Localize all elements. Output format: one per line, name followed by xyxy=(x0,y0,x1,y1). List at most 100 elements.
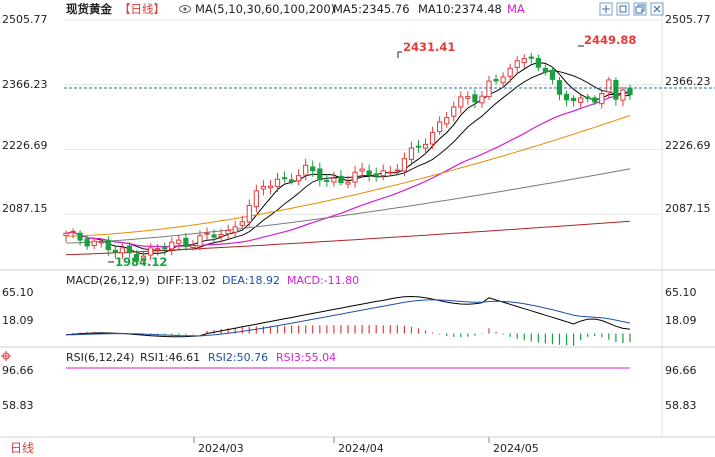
candle-body xyxy=(352,171,358,183)
candle-body xyxy=(190,244,196,248)
rsi-tick-left: 58.83 xyxy=(2,399,34,412)
candle-body xyxy=(197,235,203,247)
eye-icon[interactable] xyxy=(179,5,191,13)
candle-body xyxy=(183,237,189,247)
candle-body xyxy=(204,232,210,235)
candle-body xyxy=(133,253,140,262)
candle-body xyxy=(310,166,316,172)
candle-body xyxy=(218,234,224,237)
candle-body xyxy=(345,181,351,185)
candle-body xyxy=(296,175,302,182)
high-annotation: 2449.88 xyxy=(584,33,636,47)
candle-body xyxy=(126,245,133,254)
candle-body xyxy=(147,247,154,256)
candle-body xyxy=(232,226,238,233)
candle-body xyxy=(556,80,563,95)
candle-body xyxy=(169,241,175,250)
candles xyxy=(63,52,633,266)
macd-tick-left: 65.10 xyxy=(2,286,34,299)
date-label: 2024/03 xyxy=(198,442,244,455)
candle-body xyxy=(606,79,612,93)
price-tick-left: 2366.23 xyxy=(2,78,48,91)
price-tick-left: 2505.77 xyxy=(2,13,48,26)
candle-body xyxy=(267,185,274,189)
candle-body xyxy=(627,87,633,96)
rsi-tick-left: 96.66 xyxy=(2,364,34,377)
candle-body xyxy=(408,147,415,160)
candle-body xyxy=(70,230,76,233)
candle-body xyxy=(373,173,379,177)
candle-body xyxy=(585,96,591,100)
macd-tick-left: 18.09 xyxy=(2,314,34,327)
candle-body xyxy=(486,80,492,98)
price-tick-right: 2087.15 xyxy=(665,202,711,215)
candle-body xyxy=(260,186,267,190)
current-price-tick: 2366.23 xyxy=(665,75,711,88)
candle-body xyxy=(394,169,400,172)
ma10-value: MA10:2374.48 xyxy=(418,2,502,16)
candle-body xyxy=(317,168,323,181)
price-tick-left: 2087.15 xyxy=(2,202,48,215)
candle-body xyxy=(401,158,408,172)
candle-body xyxy=(91,240,97,247)
price-tick-right: 2505.77 xyxy=(665,13,711,26)
candle-body xyxy=(528,56,534,59)
candle-body xyxy=(563,93,570,101)
candle-body xyxy=(437,121,443,132)
candle-body xyxy=(274,178,281,187)
candle-body xyxy=(592,97,598,103)
candle-body xyxy=(77,232,83,241)
candle-body xyxy=(599,93,605,105)
instrument-name: 现货黄金 xyxy=(66,2,112,16)
candle-body xyxy=(119,247,126,254)
candle-body xyxy=(493,78,499,82)
candle-body xyxy=(444,117,450,125)
restore-icon[interactable] xyxy=(633,2,647,16)
candle-body xyxy=(112,249,118,253)
candle-body xyxy=(246,204,252,223)
candle-body xyxy=(500,76,506,84)
candle-body xyxy=(288,179,295,183)
candle-body xyxy=(465,96,471,99)
ma-params: MA(5,10,30,60,100,200) xyxy=(195,2,335,16)
candle-body xyxy=(239,221,245,226)
period-button[interactable]: 日线 xyxy=(10,441,34,455)
high2-annotation: 2431.41 xyxy=(403,40,455,54)
period-label: 【日线】 xyxy=(119,2,165,16)
low-annotation: 1984.12 xyxy=(115,255,167,269)
candle-body xyxy=(338,175,344,184)
crosshair-icon[interactable] xyxy=(1,351,11,361)
candle-body xyxy=(387,171,393,174)
candle-body xyxy=(479,95,485,104)
macd-tick-right: 18.09 xyxy=(665,314,697,327)
rsi-label: RSI(6,12,24) xyxy=(66,351,134,364)
rsi-tick-right: 96.66 xyxy=(665,364,697,377)
ma5-value: MA5:2345.76 xyxy=(333,2,410,16)
ma10-line xyxy=(65,69,630,252)
candle-body xyxy=(331,177,337,183)
macd-dea-line xyxy=(65,299,631,337)
close-icon[interactable] xyxy=(650,2,664,16)
macd-diff-line xyxy=(65,295,631,338)
candle-body xyxy=(281,177,288,180)
candle-body xyxy=(521,58,527,64)
candle-body xyxy=(98,241,104,244)
candle-body xyxy=(422,143,429,149)
window-icon[interactable] xyxy=(616,2,630,16)
move-icon[interactable] xyxy=(599,2,613,16)
ma100-line xyxy=(65,168,631,244)
grid-lines xyxy=(64,19,662,215)
macd-dea: DEA:18.92 xyxy=(222,274,280,287)
macd-panel xyxy=(65,295,631,346)
rsi-tick-right: 58.83 xyxy=(665,399,697,412)
macd-tick-right: 65.10 xyxy=(665,286,697,299)
candle-body xyxy=(549,69,556,80)
candle-body xyxy=(63,232,69,237)
candle-body xyxy=(324,179,330,182)
candle-body xyxy=(225,229,231,235)
moving-average-lines xyxy=(65,62,631,256)
candle-body xyxy=(162,246,168,250)
candle-body xyxy=(514,60,520,68)
